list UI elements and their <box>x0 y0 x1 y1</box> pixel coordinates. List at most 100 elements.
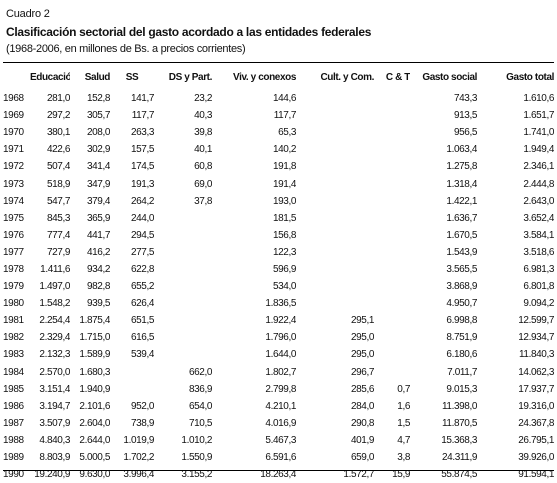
table-cell: 295,1 <box>350 315 374 327</box>
table-cell: 777,4 <box>46 229 70 241</box>
table-cell: 4.210,1 <box>265 400 296 412</box>
table-cell: 654,0 <box>188 400 212 412</box>
table-cell: 37,8 <box>194 195 212 207</box>
table-cell: 24.311,9 <box>442 452 477 464</box>
table-row: 1984 2.570,0 1.680,3 662,0 1.802,7 296,7 7.011… <box>3 364 554 381</box>
table-cell: 1.497,0 <box>39 281 70 293</box>
table-cell: 3.518,6 <box>523 246 554 258</box>
header-cell <box>3 64 30 90</box>
table-cell: 144,6 <box>272 93 296 105</box>
table-cell: 1.589,9 <box>79 349 110 361</box>
table-cell: 1.670,5 <box>446 229 477 241</box>
table-cell: 422,6 <box>46 144 70 156</box>
table-cell: 152,8 <box>86 93 110 105</box>
table-cell: 117,7 <box>131 110 154 122</box>
table-cell: 277,5 <box>130 246 154 258</box>
header-cell: Cult. y Com. <box>320 71 374 83</box>
table-cell: 616,5 <box>130 332 154 344</box>
table-cell <box>374 244 410 261</box>
table-cell: 264,2 <box>130 195 154 207</box>
table-cell: 1.940,9 <box>79 383 110 395</box>
header-cell: Gasto social <box>422 71 477 83</box>
table-cell: 379,4 <box>86 195 110 207</box>
table-caption: Cuadro 2 <box>6 8 50 20</box>
year-cell: 1971 <box>3 144 24 156</box>
table-row: 1985 3.151,4 1.940,9 836,9 2.799,8 285,6 0,7 9.… <box>3 381 554 398</box>
table-cell: 2.643,0 <box>523 195 554 207</box>
table-row: 1969 297,2 305,7 117,7 40,3 117,7 913,5 1.651,7 <box>3 107 554 124</box>
table-cell <box>374 295 410 312</box>
table-cell: 1.680,3 <box>79 366 110 378</box>
table-cell: 8.803,9 <box>39 452 70 464</box>
table-row: 1976 777,4 441,7 294,5 156,8 1.670,5 3.584,1 <box>3 227 554 244</box>
table-cell: 174,5 <box>130 161 154 173</box>
table-cell: 1.548,2 <box>39 298 70 310</box>
table-cell: 3.507,9 <box>39 417 70 429</box>
table-cell: 1.702,2 <box>123 452 154 464</box>
table-cell: 6.998,8 <box>446 315 477 327</box>
table-cell: 55.874,5 <box>441 469 477 481</box>
table-cell: 934,2 <box>86 263 110 275</box>
table-cell <box>296 193 374 210</box>
table-subtitle: (1968-2006, en millones de Bs. a precios… <box>6 43 246 55</box>
table-row: 1968 281,0 152,8 141,7 23,2 144,6 743,3 1.610,6 <box>3 90 554 107</box>
table-cell <box>296 278 374 295</box>
year-cell: 1973 <box>3 178 24 190</box>
table-cell: 2.799,8 <box>265 383 296 395</box>
table-cell <box>374 261 410 278</box>
table-cell: 2.644,0 <box>79 434 110 446</box>
header-cell: Salud <box>84 71 110 83</box>
table-cell: 6.180,6 <box>446 349 477 361</box>
table-cell: 836,9 <box>188 383 212 395</box>
table-cell: 401,9 <box>350 434 374 446</box>
table-cell: 295,0 <box>350 332 374 344</box>
table-cell: 1.949,4 <box>523 144 554 156</box>
table-cell: 1.411,6 <box>40 263 70 275</box>
table-cell: 290,8 <box>350 417 374 429</box>
table-cell <box>296 210 374 227</box>
table-cell: 157,5 <box>130 144 154 156</box>
table-cell <box>154 346 212 363</box>
table-cell: 1.010,2 <box>181 434 212 446</box>
table-row: 1986 3.194,7 2.101,6 952,0 654,0 4.210,1 284,0… <box>3 398 554 415</box>
table-cell: 507,4 <box>46 161 70 173</box>
table-cell: 5.000,5 <box>79 452 110 464</box>
table-cell <box>374 210 410 227</box>
table-cell: 1.741,0 <box>523 127 554 139</box>
table-cell: 7.011,7 <box>447 366 477 378</box>
table-cell: 622,8 <box>130 263 154 275</box>
table-cell <box>374 124 410 141</box>
table-cell: 39.926,0 <box>518 452 554 464</box>
table-row: 1981 2.254,4 1.875,4 651,5 1.922,4 295,1 6.998… <box>3 312 554 329</box>
table-cell: 181,5 <box>272 212 296 224</box>
table-cell <box>296 227 374 244</box>
table-cell: 710,5 <box>188 417 212 429</box>
table-cell: 4,7 <box>397 434 410 446</box>
table-row: 1975 845,3 365,9 244,0 181,5 1.636,7 3.652,4 <box>3 210 554 227</box>
table-cell: 845,3 <box>46 212 70 224</box>
table-cell: 6.591,6 <box>265 452 296 464</box>
header-cell: Gasto total <box>506 71 554 83</box>
year-cell: 1989 <box>3 452 24 464</box>
table-cell: 743,3 <box>453 93 477 105</box>
table-cell: 416,2 <box>86 246 110 258</box>
table-row: 1973 518,9 347,9 191,3 69,0 191,4 1.318,4 2.444… <box>3 175 554 192</box>
table-cell: 3.151,4 <box>39 383 70 395</box>
table-cell: 982,8 <box>86 281 110 293</box>
table-cell: 40,1 <box>194 144 212 156</box>
table-cell: 3.996,4 <box>123 469 154 481</box>
table-cell: 2.329,4 <box>39 332 70 344</box>
table-cell: 285,6 <box>350 383 374 395</box>
table-cell: 2.570,0 <box>39 366 70 378</box>
table-cell <box>374 364 410 381</box>
table-cell: 122,3 <box>272 246 296 258</box>
table-cell: 12.599,7 <box>518 315 554 327</box>
table-cell: 939,5 <box>86 298 110 310</box>
table-title: Clasificación sectorial del gasto acorda… <box>6 25 372 39</box>
table-cell: 12.934,7 <box>518 332 554 344</box>
table-cell: 191,4 <box>272 178 296 190</box>
table-cell: 281,0 <box>46 93 70 105</box>
year-cell: 1968 <box>3 93 24 105</box>
table-cell: 297,2 <box>46 110 70 122</box>
